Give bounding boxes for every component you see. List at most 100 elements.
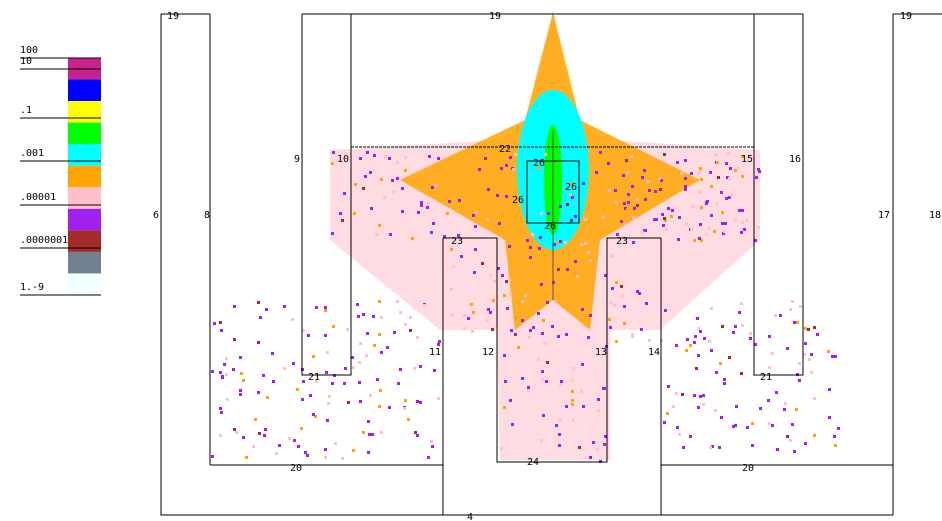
dose-pixel (428, 155, 431, 158)
dose-pixel (257, 391, 260, 394)
dose-pixel (542, 319, 545, 322)
dose-pixel (327, 402, 330, 405)
dose-pixel (404, 156, 407, 159)
dose-pixel (430, 440, 433, 443)
dose-pixel (546, 301, 549, 304)
dose-pixel (372, 315, 375, 318)
dose-pixel (719, 362, 722, 365)
dose-pixel (631, 335, 634, 338)
dose-pixel (684, 177, 687, 180)
dose-pixel (613, 304, 616, 307)
dose-pixel (392, 191, 395, 194)
dose-pixel (684, 159, 687, 162)
dose-pixel (540, 283, 543, 286)
dose-pixel (723, 382, 726, 385)
dose-pixel (664, 309, 667, 312)
dose-pixel (599, 151, 602, 154)
dose-pixel (633, 207, 636, 210)
dose-pixel (312, 355, 315, 358)
dose-pixel (478, 168, 481, 171)
dose-pixel (486, 319, 489, 322)
dose-pixel (376, 378, 379, 381)
dose-pixel (795, 408, 798, 411)
dose-pixel (771, 424, 774, 427)
dose-pixel (326, 351, 329, 354)
cell-label: 6 (153, 210, 159, 221)
dose-pixel (721, 211, 724, 214)
dose-pixel (413, 367, 416, 370)
dose-pixel (472, 214, 475, 217)
dose-pixel (571, 399, 574, 402)
dose-pixel (341, 219, 344, 222)
dose-pixel (833, 435, 836, 438)
dose-pixel (378, 405, 381, 408)
dose-pixel (714, 409, 717, 412)
dose-pixel (751, 444, 754, 447)
cell-label: 20 (290, 463, 302, 474)
dose-pixel (452, 265, 455, 268)
dose-pixel (521, 377, 524, 380)
dose-pixel (741, 324, 744, 327)
dose-pixel (475, 211, 478, 214)
dose-pixel (692, 205, 695, 208)
dose-pixel (358, 361, 361, 364)
dose-pixel (437, 343, 440, 346)
dose-pixel (693, 341, 696, 344)
dose-pixel (486, 218, 489, 221)
dose-pixel (383, 196, 386, 199)
dose-pixel (623, 202, 626, 205)
dose-pixel (242, 379, 245, 382)
dose-pixel (749, 332, 752, 335)
dose-pixel (682, 446, 685, 449)
dose-pixel (571, 196, 574, 199)
dose-pixel (252, 445, 255, 448)
dose-pixel (265, 308, 268, 311)
dose-pixel (699, 395, 702, 398)
dose-pixel (582, 182, 585, 185)
dose-pixel (667, 385, 670, 388)
dose-pixel (623, 305, 626, 308)
dose-pixel (220, 329, 223, 332)
dose-pixel (710, 185, 713, 188)
dose-pixel (500, 167, 503, 170)
legend-label: 100 (20, 45, 38, 56)
dose-pixel (503, 354, 506, 357)
dose-pixel (566, 268, 569, 271)
dose-pixel (569, 193, 572, 196)
dose-pixel (427, 202, 430, 205)
dose-pixel (740, 372, 743, 375)
dose-pixel (574, 215, 577, 218)
legend-label: .001 (20, 148, 44, 159)
dose-pixel (527, 389, 530, 392)
dose-pixel (566, 203, 569, 206)
dose-pixel (784, 402, 787, 405)
dose-pixel (636, 204, 639, 207)
legend-swatch (68, 144, 101, 166)
dose-pixel (211, 370, 214, 373)
dose-pixel (472, 311, 475, 314)
dose-pixel (359, 342, 362, 345)
dose-pixel (734, 169, 737, 172)
dose-pixel (526, 239, 529, 242)
dose-pixel (570, 219, 573, 222)
dose-pixel (626, 171, 629, 174)
dose-pixel (689, 344, 692, 347)
dose-pixel (720, 416, 723, 419)
dose-pixel (352, 449, 355, 452)
dose-pixel (686, 338, 689, 341)
dose-pixel (378, 333, 381, 336)
dose-pixel (389, 233, 392, 236)
cell-label: 17 (878, 210, 890, 221)
cell-label: 16 (789, 154, 801, 165)
dose-pixel (324, 309, 327, 312)
dose-pixel (804, 442, 807, 445)
dose-pixel (504, 380, 507, 383)
dose-pixel (609, 326, 612, 329)
dose-pixel (538, 247, 541, 250)
dose-pixel (264, 428, 267, 431)
dose-pixel (514, 333, 517, 336)
dose-pixel (324, 334, 327, 337)
dose-pixel (379, 389, 382, 392)
dose-pixel (663, 421, 666, 424)
dose-pixel (725, 197, 728, 200)
